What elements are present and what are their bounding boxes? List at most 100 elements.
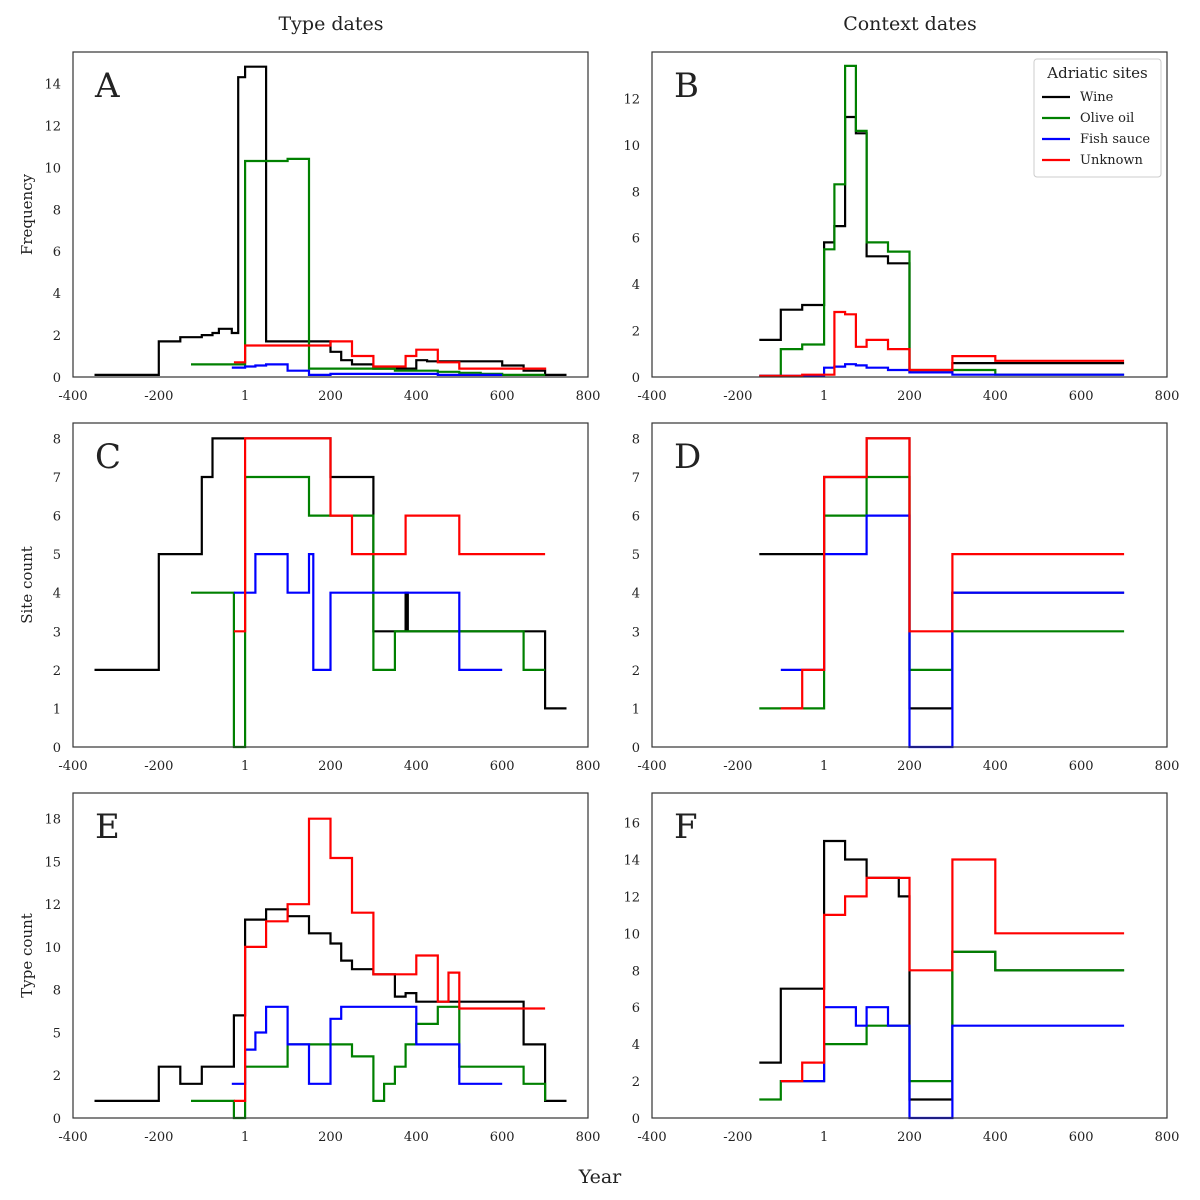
panel-b-ytick-label: 6 — [632, 232, 640, 247]
panel-c-ytick-label: 4 — [53, 587, 61, 602]
panel-b-ytick-label: 8 — [632, 185, 640, 200]
panel-b-ytick-label: 10 — [623, 139, 640, 154]
panel-d-ytick-label: 2 — [632, 664, 640, 679]
panel-f-xtick-label: 1 — [820, 1130, 828, 1145]
panel-f: -400 -200 1 200 400 600 800 0 2 4 6 8 10 12 14 16 F — [623, 792, 1179, 1145]
legend-label-unknown: Unknown — [1080, 153, 1144, 168]
panel-a-xtick-label: -400 — [58, 389, 87, 404]
panel-e-xtick-label: 400 — [404, 1130, 429, 1145]
legend: Adriatic sites Wine Olive oil Fish sauce Unk… — [1033, 58, 1162, 178]
panel-d-xtick-label: 200 — [897, 759, 922, 774]
panel-f-ytick-label: 16 — [623, 817, 640, 832]
panel-a-xtick-label: -200 — [144, 389, 173, 404]
panel-e-xtick-label: 1 — [241, 1130, 249, 1145]
panel-c-ylabel: Site count — [18, 546, 36, 624]
panel-c: -400 -200 1 200 400 600 800 0 1 2 3 4 5 6 7 8 Site count… — [18, 422, 601, 774]
panel-c-ytick-label: 2 — [53, 664, 61, 679]
panel-f-ytick-label: 4 — [632, 1038, 640, 1053]
panel-c-xtick-label: -200 — [144, 759, 173, 774]
panel-f-ytick-label: 12 — [623, 890, 640, 905]
panel-f-ytick-label: 8 — [632, 964, 640, 979]
panel-c-xtick-label: 400 — [404, 759, 429, 774]
panel-c-ytick-label: 3 — [53, 625, 61, 640]
panel-f-xtick-label: 400 — [983, 1130, 1008, 1145]
panel-c-ytick-label: 7 — [53, 471, 61, 486]
panel-a: -400 -200 1 200 400 600 800 0 2 4 6 8 10 12 14 Frequenc… — [18, 51, 601, 404]
panel-c-ytick-label: 0 — [53, 741, 61, 756]
panel-a-series-olive-oil — [191, 157, 546, 376]
panel-e-ytick-label: 8 — [53, 984, 61, 999]
panel-b-xtick-label: 200 — [897, 389, 922, 404]
legend-label-olive-oil: Olive oil — [1080, 111, 1134, 126]
panel-e-xtick-label: -200 — [144, 1130, 173, 1145]
panel-d-xtick-label: 600 — [1069, 759, 1094, 774]
panel-b-ytick-label: 2 — [632, 325, 640, 340]
panel-c-xtick-label: 200 — [318, 759, 343, 774]
panel-d-xtick-label: -200 — [723, 759, 752, 774]
panel-c-frame — [72, 422, 589, 748]
panel-e-series-olive-oil — [191, 1005, 547, 1120]
panel-d-ytick-label: 8 — [632, 432, 640, 447]
panel-a-letter: A — [94, 66, 120, 106]
panel-e-xtick-label: 800 — [576, 1130, 601, 1145]
panel-d-ytick-label: 4 — [632, 587, 640, 602]
panel-b-xtick-label: -400 — [637, 389, 666, 404]
panel-f-ytick-label: 14 — [623, 853, 640, 868]
panel-d-series-wine — [759, 437, 1125, 710]
panel-d-xtick-label: 800 — [1155, 759, 1180, 774]
panel-d-xtick-label: -400 — [637, 759, 666, 774]
panel-c-letter: C — [95, 437, 121, 477]
panel-e-series-wine — [94, 908, 567, 1102]
panel-b-xtick-label: -200 — [723, 389, 752, 404]
panel-f-series-unknown — [780, 858, 1125, 1083]
panel-c-ytick-label: 6 — [53, 510, 61, 525]
legend-box — [1033, 58, 1162, 178]
panel-a-series-wine — [94, 65, 567, 376]
panel-c-xtick-label: 1 — [241, 759, 249, 774]
panel-a-xtick-label: 200 — [318, 389, 343, 404]
panel-d-series-unknown — [780, 437, 1125, 710]
panel-a-xtick-label: 600 — [490, 389, 515, 404]
panel-f-xtick-label: -400 — [637, 1130, 666, 1145]
panel-f-xtick-label: 200 — [897, 1130, 922, 1145]
panel-a-xtick-label: 1 — [241, 389, 249, 404]
panel-e-xtick-label: 200 — [318, 1130, 343, 1145]
panel-a-ytick-label: 0 — [53, 371, 61, 386]
panel-a-ytick-label: 6 — [53, 245, 61, 260]
panel-c-ytick-label: 1 — [53, 702, 61, 717]
legend-title: Adriatic sites — [1046, 64, 1147, 82]
panel-e-xtick-label: 600 — [490, 1130, 515, 1145]
panel-e-ylabel: Type count — [18, 913, 36, 998]
panel-a-ytick-label: 4 — [53, 287, 61, 302]
panel-b: -400 -200 1 200 400 600 800 0 2 4 6 8 10 12 B — [623, 51, 1179, 404]
panel-e-letter: E — [95, 807, 120, 847]
panel-c-xtick-label: -400 — [58, 759, 87, 774]
panel-d-letter: D — [674, 437, 701, 477]
panel-a-xtick-label: 400 — [404, 389, 429, 404]
panel-a-series-unknown — [233, 340, 547, 370]
panel-a-ylabel: Frequency — [18, 173, 36, 255]
panel-d-ytick-label: 0 — [632, 741, 640, 756]
panel-d-frame — [651, 422, 1168, 748]
panel-a-xtick-label: 800 — [576, 389, 601, 404]
panel-d-ytick-label: 7 — [632, 471, 640, 486]
panel-d: -400 -200 1 200 400 600 800 0 1 2 3 4 5 6 7 8 D — [632, 422, 1180, 774]
panel-a-ytick-label: 8 — [53, 203, 61, 218]
panel-d-ytick-label: 5 — [632, 548, 640, 563]
panel-e-series-fish-sauce — [231, 1005, 503, 1085]
panel-b-xtick-label: 600 — [1069, 389, 1094, 404]
panel-a-frame — [72, 51, 589, 378]
panel-d-xtick-label: 400 — [983, 759, 1008, 774]
column-title-context-dates: Context dates — [843, 13, 977, 35]
column-title-type-dates: Type dates — [279, 13, 384, 35]
panel-c-xtick-label: 800 — [576, 759, 601, 774]
x-axis-label: Year — [578, 1166, 622, 1188]
panel-d-ytick-label: 3 — [632, 625, 640, 640]
panel-c-ytick-label: 8 — [53, 432, 61, 447]
panel-b-letter: B — [674, 66, 699, 106]
panel-c-ytick-label: 5 — [53, 548, 61, 563]
panel-d-ytick-label: 1 — [632, 702, 640, 717]
panel-a-ytick-label: 14 — [44, 77, 61, 92]
panel-e-ytick-label: 0 — [53, 1112, 61, 1127]
